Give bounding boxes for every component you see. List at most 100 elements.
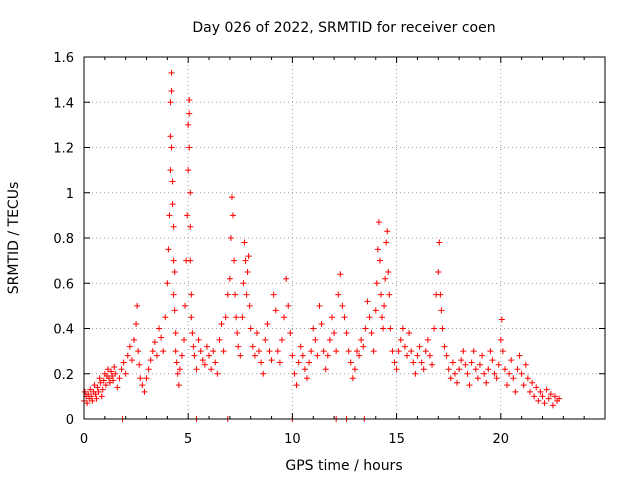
data-point [368,330,375,337]
data-point [109,373,116,380]
data-point [373,280,380,287]
data-point [264,320,271,327]
data-point [168,69,175,76]
data-point [518,370,525,377]
data-point [347,359,354,366]
data-point [84,400,91,407]
data-point [208,366,215,373]
data-point [187,223,194,230]
data-point [256,348,263,355]
grid [84,57,605,419]
data-point [320,348,327,355]
data-point [322,366,329,373]
y-tick-label: 1 [66,187,74,202]
data-point [389,348,396,355]
data-point [188,314,195,321]
data-point [470,348,477,355]
data-point [89,397,96,404]
data-point [387,325,394,332]
data-point [506,370,513,377]
data-point [479,352,486,359]
data-point [190,343,197,350]
data-point [244,268,251,275]
data-point [401,343,408,350]
data-point [136,361,143,368]
data-point [333,348,340,355]
data-point [381,302,388,309]
data-point [212,359,219,366]
data-point [165,246,172,253]
data-point [266,348,273,355]
data-point [100,377,107,384]
data-point [187,257,194,264]
data-point [481,370,488,377]
data-point [158,334,165,341]
data-point [370,348,377,355]
data-point [397,336,404,343]
data-point [227,235,234,241]
data-point [501,366,508,373]
data-point [356,352,363,359]
data-point [172,348,179,355]
data-point [253,330,260,337]
data-point [297,343,304,350]
data-point [246,302,253,309]
data-point [374,246,381,253]
y-tick-label: 0.8 [53,232,74,247]
data-point [380,325,387,332]
data-point [222,314,229,321]
data-point [242,257,249,264]
data-point [220,348,227,355]
data-point [171,307,178,314]
y-tick-label: 1.6 [53,51,74,66]
data-point [476,361,483,368]
data-point [310,325,317,332]
data-point [449,359,456,366]
data-point [533,384,540,391]
data-point [95,388,102,395]
data-point [104,366,111,373]
data-point [483,379,490,386]
data-point [522,361,529,368]
data-point [376,257,383,264]
data-point [341,314,348,321]
data-point [556,395,563,402]
data-point [164,280,171,287]
data-point [169,201,176,208]
data-points [81,69,563,422]
data-point [186,144,193,151]
data-point [181,336,188,343]
data-point [516,352,523,359]
data-point [406,330,413,337]
data-point [141,388,148,395]
data-point [418,359,425,366]
data-point [301,366,308,373]
data-point [541,400,548,407]
data-point [169,178,176,185]
data-point [186,96,193,103]
data-point [431,325,438,332]
data-point [460,348,467,355]
data-point [504,382,511,389]
data-point [495,361,502,368]
data-point [435,268,442,275]
y-tick-label: 1.4 [53,96,74,111]
data-point [451,370,458,377]
data-point [247,325,254,332]
data-point [441,343,448,350]
data-point [510,375,517,382]
data-point [508,357,515,364]
data-point [351,366,358,373]
data-point [366,314,373,321]
y-tick-label: 0.6 [53,277,74,292]
data-point [318,320,325,327]
data-point [514,366,521,373]
data-point [191,352,198,359]
data-point [466,382,473,389]
data-point [166,212,173,219]
data-point [224,291,231,298]
x-tick-label: 5 [184,432,192,447]
y-tick-label: 0.2 [53,368,74,383]
data-point [232,291,239,298]
